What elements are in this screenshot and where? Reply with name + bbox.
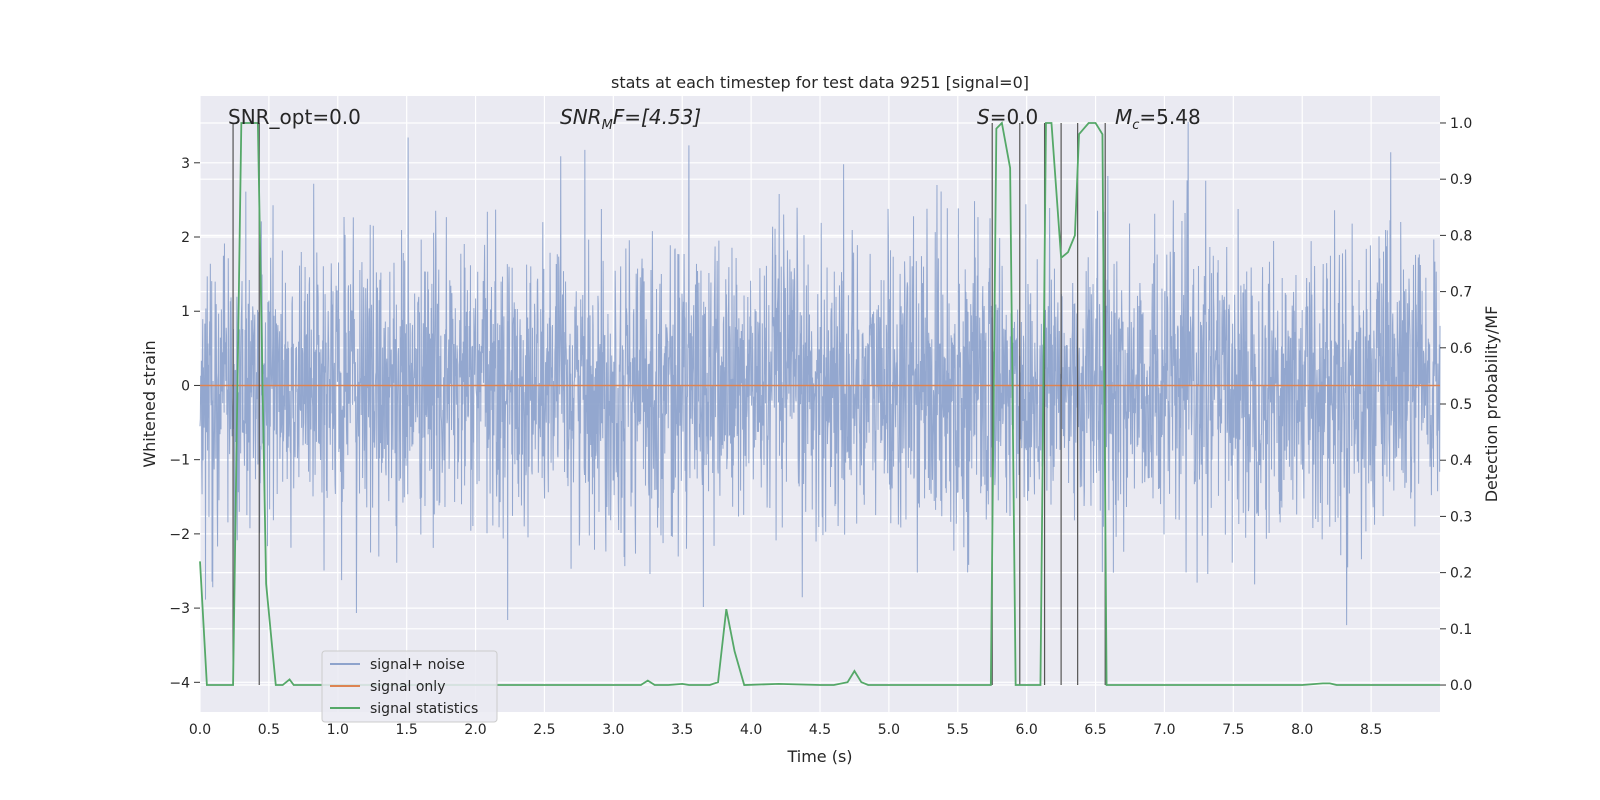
- x-tick-label: 3.5: [671, 722, 693, 738]
- y-tick-label: −2: [169, 527, 190, 543]
- noise-path: [199, 121, 1441, 626]
- snr-mf-sub: M: [602, 118, 613, 133]
- s-annotation: S=0.0: [977, 105, 1038, 129]
- y-tick-label: 1: [181, 304, 190, 320]
- x-tick-label: 0.5: [258, 722, 280, 738]
- noise-series: [199, 121, 1441, 626]
- y2-tick-label: 0.3: [1450, 509, 1472, 525]
- y2-axis-label: Detection probability/MF: [1482, 306, 1501, 503]
- s-rest: =0.0: [990, 105, 1039, 129]
- x-ticks: 0.0 0.5 1.0 1.5 2.0 2.5 3.0 3.5 4.0 4.5 5.0 5.5 6.0 6…: [189, 722, 1382, 738]
- y2-tick-label: 0.5: [1450, 397, 1472, 413]
- x-axis-label: Time (s): [786, 747, 852, 766]
- y-tick-label: 2: [181, 230, 190, 246]
- x-tick-label: 4.0: [740, 722, 762, 738]
- y-tick-label: −4: [169, 675, 190, 691]
- y-axis-label: Whitened strain: [140, 340, 159, 467]
- y2-tick-label: 0.0: [1450, 678, 1472, 694]
- legend-box: [321, 650, 498, 723]
- signal-statistics-line: [199, 121, 1440, 686]
- y-tick-label: 0: [181, 378, 190, 394]
- x-tick-label: 3.0: [602, 722, 624, 738]
- mc-rest: =5.48: [1139, 105, 1200, 129]
- y-ticks: 3 2 1 0 −1 −2 −3 −4: [169, 156, 200, 691]
- y2-tick-label: 0.2: [1450, 566, 1472, 582]
- y2-tick-label: 0.7: [1450, 285, 1472, 301]
- y2-tick-label: 0.6: [1450, 341, 1472, 357]
- x-tick-label: 1.0: [327, 722, 349, 738]
- y2-tick-label: 0.4: [1450, 453, 1472, 469]
- snr-opt-annotation: SNR_opt=0.0: [228, 105, 361, 129]
- s-base: S: [977, 105, 990, 129]
- legend-label-stats: signal statistics: [370, 701, 478, 717]
- x-tick-label: 7.5: [1222, 722, 1244, 738]
- x-tick-label: 5.5: [947, 722, 969, 738]
- x-tick-label: 6.5: [1084, 722, 1106, 738]
- y2-ticks: 1.0 0.9 0.8 0.7 0.6 0.5 0.4 0.3 0.2 0.1 0.0: [1440, 116, 1472, 694]
- x-tick-label: 6.0: [1016, 722, 1038, 738]
- y2-tick-label: 0.8: [1450, 228, 1472, 244]
- y2-tick-label: 0.9: [1450, 172, 1472, 188]
- y-tick-label: 3: [181, 156, 190, 172]
- snr-mf-annotation: SNRMF=[4.53]: [560, 105, 701, 133]
- legend: signal+ noise signal only signal statist…: [321, 650, 498, 723]
- x-tick-label: 8.5: [1360, 722, 1382, 738]
- x-tick-label: 1.5: [396, 722, 418, 738]
- x-tick-label: 5.0: [878, 722, 900, 738]
- mc-annotation: Mc=5.48: [1115, 105, 1201, 133]
- x-tick-label: 4.5: [809, 722, 831, 738]
- legend-label-signal: signal only: [370, 679, 445, 695]
- mc-sub: c: [1132, 118, 1139, 133]
- snr-mf-base: SNR: [560, 105, 602, 129]
- y2-tick-label: 1.0: [1450, 116, 1472, 132]
- x-tick-label: 0.0: [189, 722, 211, 738]
- x-tick-label: 8.0: [1291, 722, 1313, 738]
- x-tick-label: 2.5: [533, 722, 555, 738]
- x-tick-label: 7.0: [1153, 722, 1175, 738]
- x-tick-label: 2.0: [464, 722, 486, 738]
- y-tick-label: −1: [169, 453, 190, 469]
- snr-mf-rest: F=[4.53]: [613, 105, 701, 129]
- y2-tick-label: 0.1: [1450, 622, 1472, 638]
- y-tick-label: −3: [169, 601, 190, 617]
- legend-label-noise: signal+ noise: [370, 657, 465, 673]
- chart-title: stats at each timestep for test data 925…: [611, 73, 1029, 92]
- mc-base: M: [1115, 105, 1132, 129]
